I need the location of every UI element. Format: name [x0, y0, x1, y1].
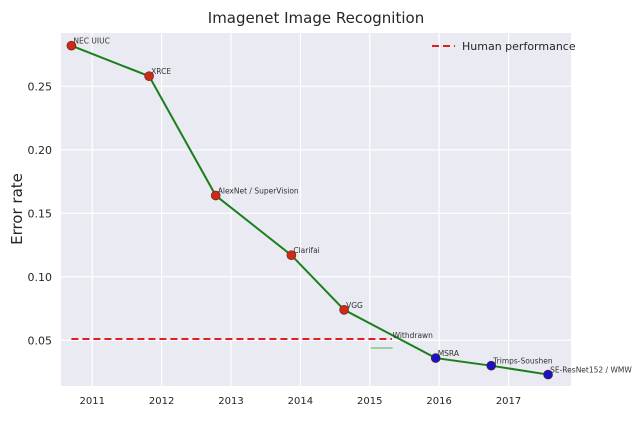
y-tick-label: 0.05 [28, 334, 53, 347]
plot-area [61, 33, 571, 386]
point-label: AlexNet / SuperVision [218, 187, 299, 196]
error-rate-line [71, 44, 549, 376]
data-point [210, 190, 221, 201]
legend-human-label: Human performance [462, 40, 576, 53]
point-labels: NEC UIUC XRCE AlexNet / SuperVision Clarifa… [73, 37, 632, 375]
data-point [543, 369, 553, 380]
point-label: XRCE [151, 67, 171, 76]
chart-title: Imagenet Image Recognition [208, 9, 424, 27]
data-point [286, 250, 297, 261]
data-point [339, 305, 349, 315]
y-tick-label: 0.20 [28, 144, 53, 157]
point-label: Trimps-Soushen [492, 357, 553, 366]
y-tick-label: 0.10 [28, 271, 53, 284]
y-axis-ticks: 0.05 0.10 0.15 0.20 0.25 [28, 80, 53, 347]
point-label: MSRA [438, 349, 460, 358]
error-rate-series [66, 40, 553, 380]
y-axis-label: Error rate [8, 173, 26, 245]
annotation-label: Withdrawn [393, 331, 434, 340]
data-point [144, 71, 154, 81]
legend: Human performance [432, 40, 576, 53]
data-point [430, 353, 441, 363]
y-tick-label: 0.25 [28, 80, 53, 93]
point-label: SE-ResNet152 / WMW [550, 366, 632, 375]
x-tick-label: 2015 [357, 396, 382, 407]
x-tick-label: 2016 [426, 396, 451, 407]
x-tick-label: 2014 [288, 396, 313, 407]
x-tick-label: 2013 [218, 396, 243, 407]
data-point [66, 40, 77, 51]
point-label: NEC UIUC [73, 37, 109, 46]
x-tick-label: 2011 [79, 396, 104, 407]
point-label: VGG [346, 301, 363, 310]
data-point [486, 360, 497, 371]
x-tick-label: 2017 [496, 396, 521, 407]
point-label: Clarifai [293, 246, 319, 255]
x-tick-label: 2012 [149, 396, 174, 407]
grid [61, 33, 571, 386]
x-axis-ticks: 2011 2012 2013 2014 2015 2016 2017 [79, 396, 521, 407]
y-tick-label: 0.15 [28, 207, 53, 220]
